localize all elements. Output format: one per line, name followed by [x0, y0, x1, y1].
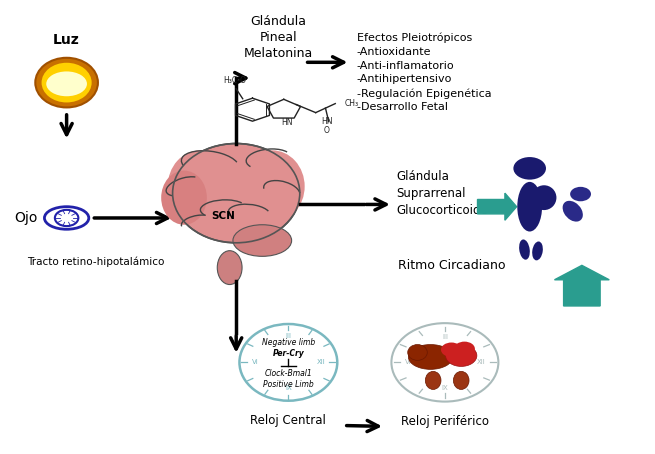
Text: Luz: Luz — [53, 33, 80, 46]
Ellipse shape — [161, 171, 207, 225]
Ellipse shape — [519, 239, 530, 260]
Ellipse shape — [240, 150, 305, 222]
Text: IX: IX — [441, 385, 448, 390]
Circle shape — [454, 341, 475, 356]
Ellipse shape — [47, 71, 87, 96]
Ellipse shape — [453, 371, 469, 390]
Text: H₃C-O: H₃C-O — [223, 76, 246, 85]
Ellipse shape — [408, 345, 453, 370]
Text: Glándula
Suprarrenal
Glucocorticoide: Glándula Suprarrenal Glucocorticoide — [396, 170, 488, 217]
Text: XII: XII — [317, 360, 326, 365]
Polygon shape — [477, 193, 517, 220]
Ellipse shape — [173, 143, 300, 243]
Text: Tracto retino-hipotalámico: Tracto retino-hipotalámico — [28, 257, 164, 267]
Text: HN: HN — [281, 118, 293, 128]
Text: Clock-Bmal1: Clock-Bmal1 — [265, 369, 312, 378]
Circle shape — [514, 157, 546, 180]
Ellipse shape — [532, 242, 543, 260]
Text: CH₃: CH₃ — [345, 99, 358, 108]
Text: VI: VI — [252, 360, 259, 365]
Text: HN: HN — [321, 117, 333, 126]
Ellipse shape — [517, 182, 542, 232]
Text: Reloj Central: Reloj Central — [250, 414, 326, 427]
Ellipse shape — [45, 207, 89, 229]
Circle shape — [570, 187, 591, 201]
Text: III: III — [442, 334, 448, 340]
Text: XII: XII — [477, 360, 485, 365]
Text: O: O — [324, 126, 329, 135]
Circle shape — [55, 210, 79, 226]
Circle shape — [445, 345, 477, 366]
Ellipse shape — [233, 225, 291, 257]
Ellipse shape — [392, 323, 498, 402]
Ellipse shape — [563, 201, 583, 222]
Ellipse shape — [41, 63, 92, 103]
Circle shape — [441, 342, 462, 357]
Text: Efectos Pleiotrópicos
-Antioxidante
-Anti-inflamatorio
-Antihipertensivo
-Regula: Efectos Pleiotrópicos -Antioxidante -Ant… — [357, 33, 491, 112]
Text: Glándula
Pineal
Melatonina: Glándula Pineal Melatonina — [244, 15, 313, 60]
Text: Negative limb: Negative limb — [262, 338, 315, 347]
Ellipse shape — [35, 58, 98, 108]
Ellipse shape — [240, 324, 337, 401]
Text: Reloj Periférico: Reloj Periférico — [401, 415, 489, 428]
Text: III: III — [286, 333, 291, 339]
Ellipse shape — [217, 251, 242, 285]
Text: IX: IX — [285, 385, 291, 391]
Text: Per-Cry: Per-Cry — [272, 349, 304, 358]
Text: VI: VI — [405, 360, 412, 365]
Ellipse shape — [168, 150, 233, 222]
Text: SCN: SCN — [211, 211, 235, 221]
Text: Ojo: Ojo — [14, 211, 37, 225]
Ellipse shape — [407, 345, 427, 360]
Ellipse shape — [532, 185, 557, 210]
Text: Positive Limb: Positive Limb — [263, 380, 314, 390]
Text: Ritmo Circadiano: Ritmo Circadiano — [398, 259, 506, 272]
Polygon shape — [555, 265, 609, 306]
Ellipse shape — [425, 371, 441, 390]
